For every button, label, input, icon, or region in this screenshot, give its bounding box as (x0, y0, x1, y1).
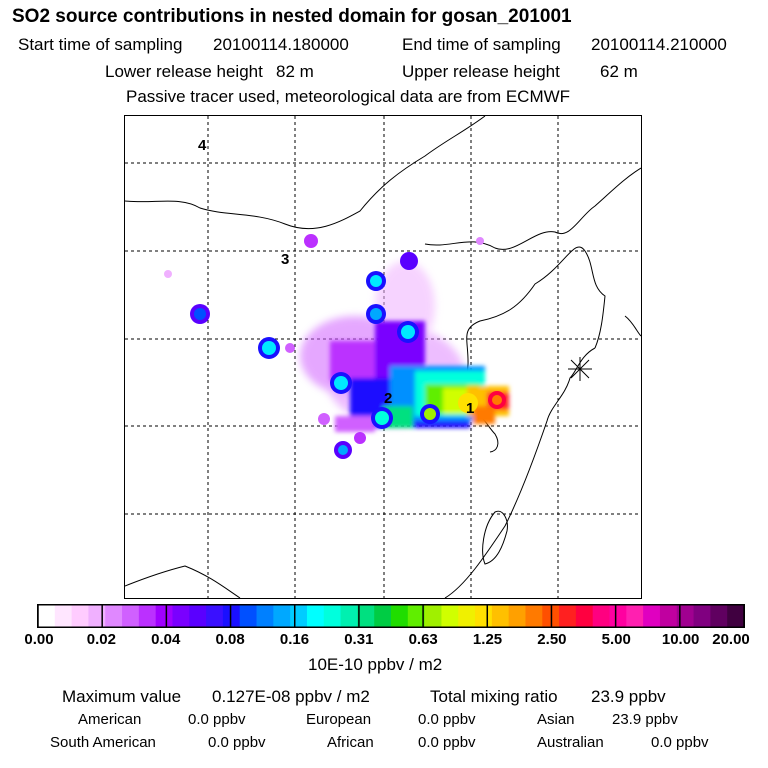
lower-height-value: 82 m (276, 62, 314, 81)
colorbar-tick-label: 20.00 (712, 631, 750, 648)
region-name: African (327, 734, 374, 751)
colorbar-swatch (710, 605, 728, 627)
colorbar-swatch (626, 605, 644, 627)
colorbar-swatch (357, 605, 375, 627)
colorbar-swatch (525, 605, 543, 627)
border-line (424, 167, 641, 250)
colorbar-swatch (138, 605, 157, 627)
colorbar (37, 604, 745, 628)
max-value: 0.127E-08 ppbv / m2 (212, 687, 370, 706)
coastline-japan (624, 315, 641, 337)
tracer-note: Passive tracer used, meteorological data… (126, 87, 571, 106)
colorbar-swatch (659, 605, 678, 627)
colorbar-swatch (340, 605, 358, 627)
colorbar-swatch (575, 605, 594, 627)
colorbar-swatch (239, 605, 258, 627)
colorbar-swatch (391, 605, 409, 627)
plume-field (164, 234, 509, 459)
colorbar-swatch (727, 605, 745, 627)
coastline-korea-china (464, 246, 606, 387)
region-value: 0.0 ppbv (208, 734, 266, 751)
region-name: Australian (537, 734, 604, 751)
colorbar-tick-label: 0.02 (86, 631, 116, 648)
region-value: 0.0 ppbv (651, 734, 709, 751)
point-label-2: 2 (384, 390, 392, 407)
end-time-value: 20100114.210000 (591, 35, 727, 54)
total-mixing-value: 23.9 ppbv (591, 687, 666, 706)
point-label-3: 3 (281, 251, 289, 268)
upper-height-label: Upper release height (402, 62, 560, 81)
colorbar-swatch (71, 605, 89, 627)
region-value: 0.0 ppbv (418, 734, 476, 751)
colorbar-swatch (693, 605, 711, 627)
start-time-value: 20100114.180000 (213, 35, 349, 54)
colorbar-swatch (306, 605, 325, 627)
start-time-label: Start time of sampling (18, 35, 183, 54)
colorbar-swatch (407, 605, 426, 627)
lower-height-label: Lower release height (105, 62, 263, 81)
colorbar-tick-label: 0.08 (215, 631, 245, 648)
total-mixing-label: Total mixing ratio (430, 687, 558, 706)
colorbar-swatch (559, 605, 577, 627)
colorbar-swatch (374, 605, 392, 627)
colorbar-swatch (256, 605, 274, 627)
colorbar-swatch (206, 605, 224, 627)
colorbar-swatch (222, 605, 241, 627)
colorbar-swatch (508, 605, 526, 627)
colorbar-unit: 10E-10 ppbv / m2 (308, 655, 443, 674)
colorbar-tick-label: 1.25 (472, 631, 503, 648)
colorbar-swatch (273, 605, 291, 627)
colorbar-swatch (88, 605, 106, 627)
colorbar-tick-label: 0.16 (279, 631, 310, 648)
colorbar-swatch (609, 605, 627, 627)
colorbar-swatch (441, 605, 459, 627)
upper-height-value: 62 m (600, 62, 638, 81)
region-name: Asian (537, 711, 575, 728)
colorbar-swatch (676, 605, 695, 627)
colorbar-swatch (105, 605, 123, 627)
colorbar-swatch (54, 605, 73, 627)
colorbar-swatch (643, 605, 661, 627)
map-panel: 4 3 2 1 (124, 115, 642, 599)
colorbar-swatch (475, 605, 493, 627)
region-value: 0.0 ppbv (418, 711, 476, 728)
colorbar-swatch (323, 605, 342, 627)
colorbar-swatch (172, 605, 190, 627)
colorbar-swatch (424, 605, 442, 627)
colorbar-tick-label: 0.31 (344, 631, 374, 648)
region-name: South American (50, 734, 156, 751)
colorbar-swatch (592, 605, 611, 627)
colorbar-tick-label: 2.50 (537, 631, 567, 648)
colorbar-swatch (290, 605, 308, 627)
border-line (125, 116, 486, 230)
colorbar-tick-label: 10.00 (661, 631, 700, 648)
colorbar-frame (37, 604, 745, 628)
colorbar-tick-label: 0.63 (408, 631, 438, 648)
point-label-4: 4 (198, 137, 207, 154)
region-name: American (78, 711, 142, 728)
colorbar-swatch (458, 605, 476, 627)
border-line-south (125, 565, 241, 598)
colorbar-tick-label: 5.00 (601, 631, 631, 648)
colorbar-swatch (38, 605, 56, 627)
region-value: 0.0 ppbv (188, 711, 246, 728)
page-title: SO2 source contributions in nested domai… (12, 6, 572, 27)
colorbar-tick-label: 0.00 (24, 631, 54, 648)
coastline-taiwan (482, 510, 508, 565)
coastlines (125, 116, 641, 598)
max-value-label: Maximum value (62, 687, 182, 706)
colorbar-swatch (155, 605, 173, 627)
end-time-label: End time of sampling (402, 35, 561, 54)
colorbar-tick-label: 0.04 (151, 631, 181, 648)
colorbar-swatch (491, 605, 510, 627)
region-value: 23.9 ppbv (612, 711, 678, 728)
point-label-1: 1 (466, 400, 474, 417)
colorbar-swatch (122, 605, 140, 627)
colorbar-swatch (189, 605, 207, 627)
region-name: European (306, 711, 372, 728)
receptor-marker (568, 357, 592, 381)
coastline-china-south (444, 347, 596, 598)
plume-blobs (164, 234, 506, 459)
map-canvas: 4 3 2 1 (125, 116, 641, 598)
